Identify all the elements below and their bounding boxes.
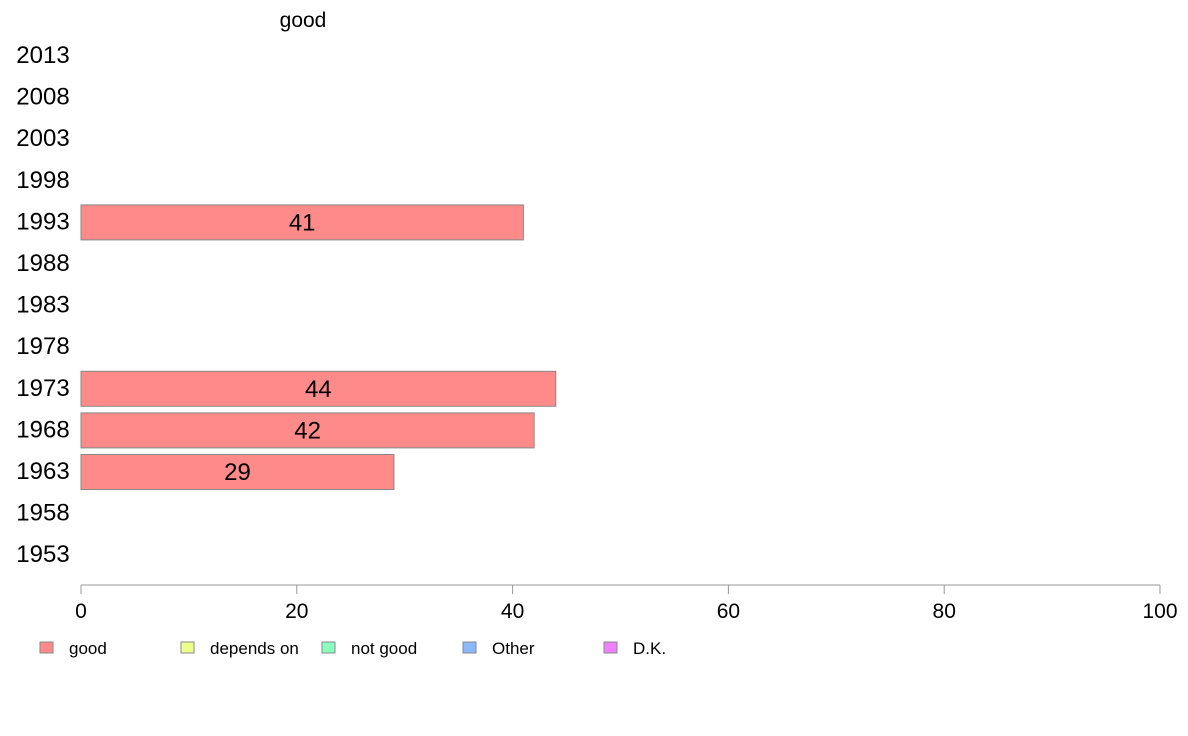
- legend-label: Other: [492, 639, 535, 658]
- bar: [80, 412, 535, 449]
- legend-swatch: [603, 641, 618, 654]
- y-tick-label: 1973: [16, 375, 69, 402]
- y-axis-labels: 2013 2008 2003 1998 1993 1988 1983 1978 1973 1968…: [16, 42, 69, 568]
- legend-label: not good: [351, 639, 417, 658]
- x-tick-label: 0: [75, 600, 87, 623]
- bars: 41 44 42 29: [80, 204, 557, 490]
- bar: [80, 454, 395, 490]
- y-tick-label: 1988: [16, 250, 69, 277]
- bar-value-label: 44: [305, 376, 332, 403]
- x-tick-label: 60: [717, 600, 740, 623]
- legend-swatch: [462, 641, 477, 654]
- bar-value-label: 29: [224, 459, 251, 486]
- legend-label: D.K.: [633, 639, 666, 658]
- x-tick-label: 80: [933, 600, 956, 623]
- bar: [80, 370, 557, 407]
- legend-swatch: [39, 641, 54, 654]
- y-tick-label: 2003: [16, 125, 69, 152]
- chart-title: good: [280, 9, 327, 32]
- x-axis: 0 20 40 60 80 100: [75, 584, 1178, 623]
- y-tick-label: 1983: [16, 292, 69, 319]
- y-tick-label: 1968: [16, 416, 69, 443]
- y-tick-label: 1963: [16, 458, 69, 485]
- y-tick-label: 2013: [16, 42, 69, 69]
- x-tick-label: 100: [1142, 600, 1177, 623]
- bar: [80, 204, 524, 241]
- legend-label: good: [69, 639, 107, 658]
- y-tick-label: 1978: [16, 333, 69, 360]
- y-tick-label: 1953: [16, 541, 69, 568]
- x-tick-label: 40: [501, 600, 524, 623]
- legend-label: depends on: [210, 639, 299, 658]
- bar-value-label: 41: [289, 209, 316, 236]
- legend: good depends on not good Other D.K.: [39, 639, 666, 658]
- bar-value-label: 42: [294, 417, 321, 444]
- y-tick-label: 1998: [16, 167, 69, 194]
- y-tick-label: 2008: [16, 84, 69, 111]
- y-tick-label: 1958: [16, 500, 69, 527]
- legend-swatch: [180, 641, 195, 654]
- legend-swatch: [321, 641, 336, 654]
- y-tick-label: 1993: [16, 208, 69, 235]
- x-tick-label: 20: [285, 600, 308, 623]
